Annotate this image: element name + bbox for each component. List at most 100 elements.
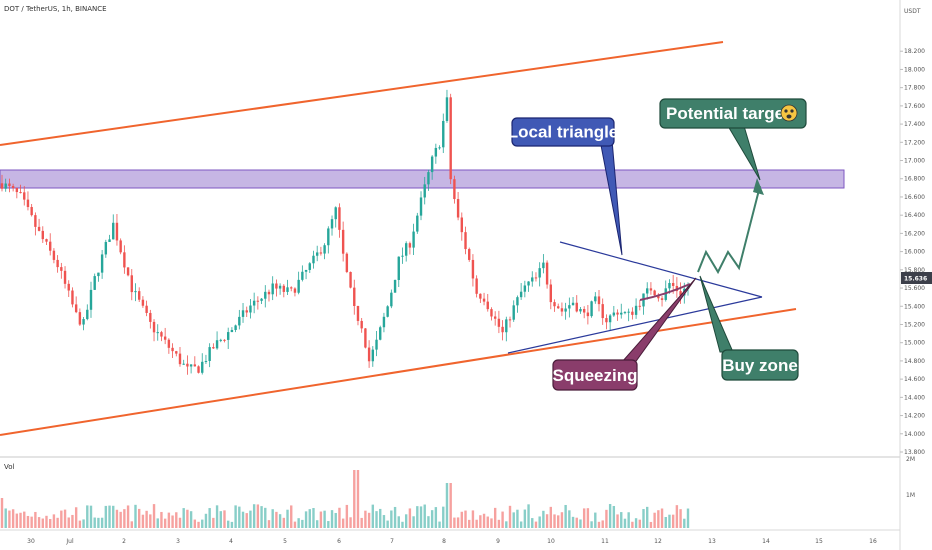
price-tick-label: 16.800: [904, 176, 925, 183]
volume-bar: [160, 511, 163, 528]
volume-bar: [449, 483, 452, 528]
potential-target-callout[interactable]: [659, 98, 807, 129]
candle-body: [660, 298, 664, 300]
volume-bar: [508, 505, 512, 528]
squeezing-callout[interactable]: [552, 359, 638, 391]
candle-body: [434, 147, 438, 157]
volume-bar: [215, 505, 219, 528]
volume-bar: [167, 512, 171, 528]
volume-bar: [471, 510, 475, 528]
volume-bar: [571, 516, 575, 528]
candle-body: [238, 316, 241, 326]
volume-bar: [512, 512, 515, 528]
candle-body: [119, 240, 122, 253]
time-tick-label: 15: [815, 538, 823, 545]
volume-bar: [267, 520, 271, 528]
candle-body: [41, 230, 44, 240]
volume-bar: [149, 514, 152, 528]
price-tick-label: 14.600: [904, 376, 925, 383]
volume-bar: [401, 521, 404, 528]
volume-bar: [93, 517, 96, 528]
volume-bar: [634, 518, 638, 528]
candle-body: [60, 267, 63, 271]
volume-bar: [223, 510, 226, 528]
candle-body: [86, 309, 89, 320]
volume-bar: [404, 514, 408, 528]
volume-bar: [341, 518, 345, 528]
volume-bar: [100, 517, 104, 528]
symbol-header: DOT / TetherUS, 1h, BINANCE: [4, 5, 107, 13]
volume-bar: [104, 505, 108, 528]
time-axis[interactable]: 30 Jul 2 3 4 5 6 7 8 9 10 11 12 13 14 15 16: [27, 538, 877, 545]
buy-zone-label: Buy zone: [722, 356, 798, 375]
volume-bar: [371, 504, 375, 528]
candle-body: [104, 241, 108, 255]
candle-body: [427, 172, 430, 185]
candle-body: [349, 271, 352, 288]
volume-bar: [353, 470, 356, 528]
local-triangle-label: Local triangle: [508, 123, 619, 142]
time-tick-label: 4: [229, 538, 233, 545]
volume-bar: [78, 520, 82, 528]
volume-bar: [330, 510, 334, 528]
volume-bar: [601, 520, 604, 528]
candle-body: [260, 298, 263, 301]
volume-bar: [623, 518, 627, 528]
candle-body: [315, 252, 319, 256]
price-axis[interactable]: 18.200 18.000 17.800 17.600 17.400 17.200 17.0…: [900, 48, 925, 499]
volume-bar: [579, 519, 582, 528]
volume-bar: [545, 514, 549, 528]
volume-bar: [568, 510, 571, 528]
candle-body: [549, 284, 552, 303]
price-tick-label: 16.000: [904, 249, 925, 256]
volume-bar: [616, 514, 619, 528]
volume-bar: [204, 513, 208, 528]
buy-zone-callout[interactable]: [721, 349, 799, 381]
volume-bar: [86, 505, 89, 528]
candle-body: [208, 347, 211, 361]
candle-body: [323, 245, 326, 254]
volume-bar: [245, 513, 248, 528]
candle-body: [37, 226, 41, 231]
volume-bar: [531, 518, 534, 528]
projected-path: [697, 185, 761, 275]
volume-bar: [63, 509, 67, 528]
candle-body: [97, 272, 100, 277]
candle-body: [93, 276, 96, 290]
candle-body: [397, 256, 400, 280]
squeezing-label: Squeezing: [552, 366, 637, 385]
candle-body: [252, 300, 256, 306]
candle-body: [34, 215, 37, 227]
candle-body: [56, 259, 59, 268]
volume-bar: [241, 511, 245, 528]
volume-bar: [657, 510, 660, 528]
candle-body: [82, 319, 85, 325]
volume-bar: [631, 521, 634, 528]
volume-bar: [349, 517, 352, 528]
volume-bar: [638, 519, 641, 528]
candle-body: [516, 297, 519, 306]
candle-body: [245, 310, 248, 313]
candle-body: [568, 305, 571, 309]
volume-tick-label: 1M: [906, 492, 915, 499]
volume-bar: [423, 504, 426, 528]
price-tick-label: 15.600: [904, 285, 925, 292]
candle-body: [571, 302, 575, 306]
volume-bar: [260, 506, 263, 528]
candle-body: [657, 295, 660, 299]
candle-body: [230, 329, 234, 333]
volume-bar: [226, 520, 230, 528]
volume-bar: [130, 521, 133, 528]
volume-bar: [112, 505, 115, 528]
candle-body: [471, 259, 475, 279]
volume-bar: [119, 511, 122, 528]
candle-body: [582, 308, 586, 313]
volume-bar: [8, 510, 11, 528]
local-triangle-callout[interactable]: [511, 117, 615, 147]
candle-body: [201, 361, 204, 373]
candle-body: [45, 239, 48, 242]
candle-body: [249, 305, 252, 313]
volume-bar: [56, 517, 59, 528]
volume-bar: [360, 517, 363, 528]
